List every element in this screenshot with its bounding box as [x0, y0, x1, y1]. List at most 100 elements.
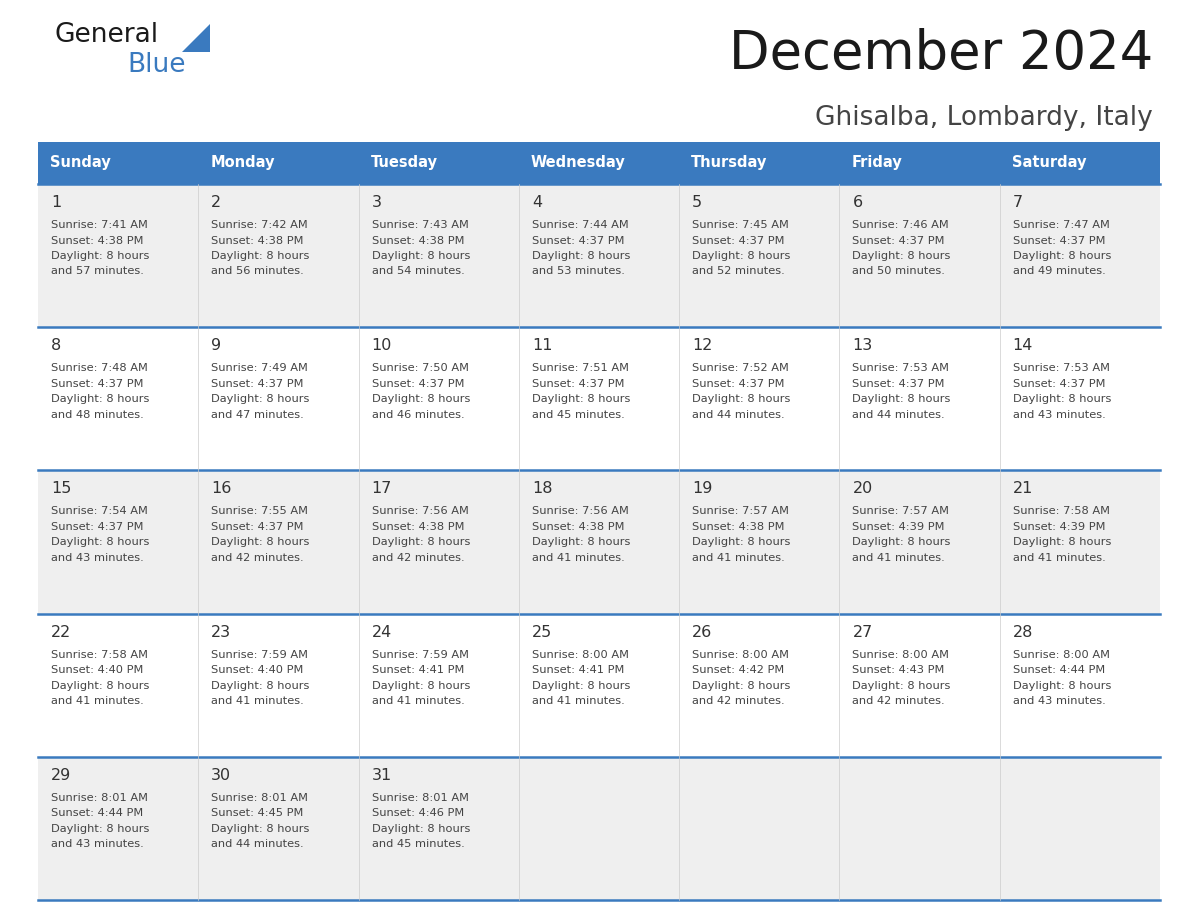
Text: Sunset: 4:40 PM: Sunset: 4:40 PM [51, 666, 144, 675]
Text: Sunset: 4:41 PM: Sunset: 4:41 PM [532, 666, 624, 675]
Text: Sunset: 4:37 PM: Sunset: 4:37 PM [693, 236, 784, 245]
FancyBboxPatch shape [38, 756, 1159, 900]
Text: Sunset: 4:37 PM: Sunset: 4:37 PM [1012, 379, 1105, 388]
Text: Sunrise: 8:00 AM: Sunrise: 8:00 AM [1012, 650, 1110, 660]
Text: Sunset: 4:38 PM: Sunset: 4:38 PM [372, 236, 465, 245]
Text: 31: 31 [372, 767, 392, 783]
Text: 8: 8 [51, 338, 62, 353]
Text: Sunset: 4:40 PM: Sunset: 4:40 PM [211, 666, 304, 675]
Text: Sunset: 4:37 PM: Sunset: 4:37 PM [51, 522, 144, 532]
Text: December 2024: December 2024 [728, 28, 1154, 80]
Text: Sunrise: 7:48 AM: Sunrise: 7:48 AM [51, 364, 147, 374]
Text: and 50 minutes.: and 50 minutes. [853, 266, 946, 276]
Text: Sunset: 4:37 PM: Sunset: 4:37 PM [693, 379, 784, 388]
Text: 20: 20 [853, 481, 873, 497]
Text: and 44 minutes.: and 44 minutes. [211, 839, 304, 849]
Text: Daylight: 8 hours: Daylight: 8 hours [211, 251, 310, 261]
Text: Daylight: 8 hours: Daylight: 8 hours [853, 537, 950, 547]
Text: Sunrise: 8:00 AM: Sunrise: 8:00 AM [532, 650, 628, 660]
Text: Sunset: 4:38 PM: Sunset: 4:38 PM [532, 522, 625, 532]
Text: Daylight: 8 hours: Daylight: 8 hours [372, 394, 470, 404]
Text: and 42 minutes.: and 42 minutes. [853, 696, 944, 706]
Text: and 43 minutes.: and 43 minutes. [1012, 409, 1106, 420]
Text: Sunset: 4:37 PM: Sunset: 4:37 PM [532, 236, 625, 245]
Text: and 41 minutes.: and 41 minutes. [1012, 553, 1106, 563]
Text: and 43 minutes.: and 43 minutes. [51, 553, 144, 563]
Text: and 47 minutes.: and 47 minutes. [211, 409, 304, 420]
Text: 21: 21 [1012, 481, 1034, 497]
Text: 19: 19 [693, 481, 713, 497]
Text: 29: 29 [51, 767, 71, 783]
Text: and 42 minutes.: and 42 minutes. [693, 696, 785, 706]
Text: Sunrise: 7:49 AM: Sunrise: 7:49 AM [211, 364, 308, 374]
Text: Daylight: 8 hours: Daylight: 8 hours [51, 680, 150, 690]
Text: Daylight: 8 hours: Daylight: 8 hours [1012, 251, 1111, 261]
Text: Daylight: 8 hours: Daylight: 8 hours [853, 394, 950, 404]
Text: Daylight: 8 hours: Daylight: 8 hours [51, 823, 150, 834]
Text: Sunset: 4:37 PM: Sunset: 4:37 PM [211, 379, 304, 388]
Text: Daylight: 8 hours: Daylight: 8 hours [372, 823, 470, 834]
Text: and 54 minutes.: and 54 minutes. [372, 266, 465, 276]
Text: 17: 17 [372, 481, 392, 497]
Text: Sunrise: 7:52 AM: Sunrise: 7:52 AM [693, 364, 789, 374]
Text: Daylight: 8 hours: Daylight: 8 hours [532, 394, 630, 404]
Text: Friday: Friday [852, 155, 902, 171]
Text: 4: 4 [532, 195, 542, 210]
Text: Tuesday: Tuesday [371, 155, 437, 171]
Text: Sunrise: 7:57 AM: Sunrise: 7:57 AM [693, 507, 789, 517]
Text: Sunset: 4:45 PM: Sunset: 4:45 PM [211, 809, 304, 818]
Text: 28: 28 [1012, 624, 1034, 640]
Text: and 53 minutes.: and 53 minutes. [532, 266, 625, 276]
FancyBboxPatch shape [38, 613, 1159, 756]
Text: and 42 minutes.: and 42 minutes. [211, 553, 304, 563]
Text: Sunrise: 7:50 AM: Sunrise: 7:50 AM [372, 364, 468, 374]
Text: 23: 23 [211, 624, 232, 640]
Text: and 43 minutes.: and 43 minutes. [1012, 696, 1106, 706]
Text: Sunset: 4:39 PM: Sunset: 4:39 PM [1012, 522, 1105, 532]
Text: Sunset: 4:38 PM: Sunset: 4:38 PM [211, 236, 304, 245]
Text: 1: 1 [51, 195, 62, 210]
Text: Sunset: 4:38 PM: Sunset: 4:38 PM [372, 522, 465, 532]
Text: Sunset: 4:38 PM: Sunset: 4:38 PM [51, 236, 144, 245]
Text: Sunset: 4:37 PM: Sunset: 4:37 PM [51, 379, 144, 388]
Text: and 56 minutes.: and 56 minutes. [211, 266, 304, 276]
Text: Daylight: 8 hours: Daylight: 8 hours [372, 537, 470, 547]
Text: Sunset: 4:38 PM: Sunset: 4:38 PM [693, 522, 784, 532]
Text: 22: 22 [51, 624, 71, 640]
Text: Daylight: 8 hours: Daylight: 8 hours [693, 251, 790, 261]
Text: 12: 12 [693, 338, 713, 353]
Text: 11: 11 [532, 338, 552, 353]
Text: Sunrise: 7:58 AM: Sunrise: 7:58 AM [1012, 507, 1110, 517]
Text: 5: 5 [693, 195, 702, 210]
Text: Daylight: 8 hours: Daylight: 8 hours [532, 251, 630, 261]
Text: Daylight: 8 hours: Daylight: 8 hours [1012, 537, 1111, 547]
Text: and 46 minutes.: and 46 minutes. [372, 409, 465, 420]
Text: Thursday: Thursday [691, 155, 767, 171]
Text: and 42 minutes.: and 42 minutes. [372, 553, 465, 563]
Text: Daylight: 8 hours: Daylight: 8 hours [853, 251, 950, 261]
Text: and 41 minutes.: and 41 minutes. [532, 553, 625, 563]
Text: Daylight: 8 hours: Daylight: 8 hours [532, 680, 630, 690]
Text: Sunrise: 8:00 AM: Sunrise: 8:00 AM [853, 650, 949, 660]
Text: Daylight: 8 hours: Daylight: 8 hours [211, 680, 310, 690]
Text: Sunset: 4:43 PM: Sunset: 4:43 PM [853, 666, 944, 675]
Text: Blue: Blue [127, 52, 185, 78]
FancyBboxPatch shape [38, 184, 1159, 327]
Text: Daylight: 8 hours: Daylight: 8 hours [693, 537, 790, 547]
Text: Sunday: Sunday [50, 155, 110, 171]
Text: Sunrise: 7:45 AM: Sunrise: 7:45 AM [693, 220, 789, 230]
Text: 27: 27 [853, 624, 873, 640]
Text: Sunrise: 7:56 AM: Sunrise: 7:56 AM [372, 507, 468, 517]
Text: Daylight: 8 hours: Daylight: 8 hours [51, 537, 150, 547]
Text: Sunrise: 8:01 AM: Sunrise: 8:01 AM [211, 793, 308, 803]
Text: and 41 minutes.: and 41 minutes. [532, 696, 625, 706]
Text: 10: 10 [372, 338, 392, 353]
Text: Sunset: 4:41 PM: Sunset: 4:41 PM [372, 666, 465, 675]
Text: 9: 9 [211, 338, 221, 353]
FancyBboxPatch shape [38, 327, 1159, 470]
Text: Sunset: 4:37 PM: Sunset: 4:37 PM [1012, 236, 1105, 245]
Text: Daylight: 8 hours: Daylight: 8 hours [211, 823, 310, 834]
Text: Daylight: 8 hours: Daylight: 8 hours [853, 680, 950, 690]
Text: and 41 minutes.: and 41 minutes. [372, 696, 465, 706]
Text: Daylight: 8 hours: Daylight: 8 hours [211, 537, 310, 547]
